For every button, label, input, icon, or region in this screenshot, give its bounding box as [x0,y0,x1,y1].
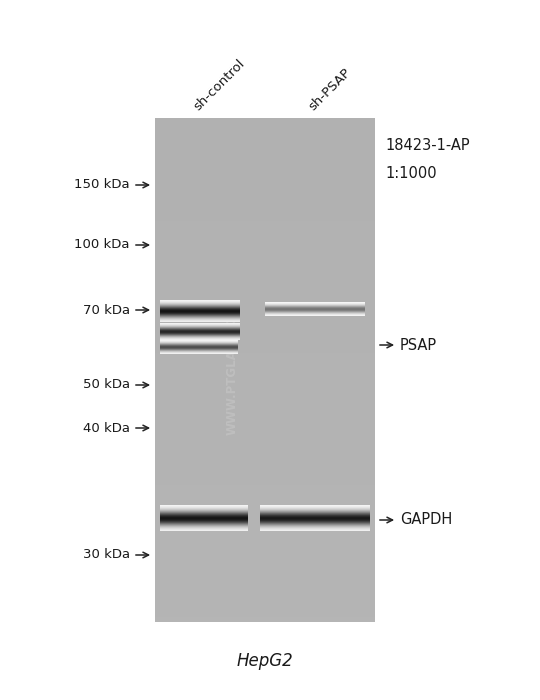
Text: 100 kDa: 100 kDa [75,239,130,251]
Text: 50 kDa: 50 kDa [83,379,130,391]
Text: 70 kDa: 70 kDa [83,304,130,316]
Text: sh-control: sh-control [191,57,247,113]
Text: 30 kDa: 30 kDa [83,549,130,561]
Text: WWW.PTGLAB.COM: WWW.PTGLAB.COM [226,305,239,435]
Text: 18423-1-AP: 18423-1-AP [385,138,470,153]
Text: GAPDH: GAPDH [400,512,453,528]
Text: 40 kDa: 40 kDa [83,421,130,435]
Text: sh-PSAP: sh-PSAP [306,66,353,113]
Text: HepG2: HepG2 [237,652,293,670]
Text: 150 kDa: 150 kDa [75,178,130,192]
Text: PSAP: PSAP [400,337,437,353]
Text: 1:1000: 1:1000 [385,166,437,181]
